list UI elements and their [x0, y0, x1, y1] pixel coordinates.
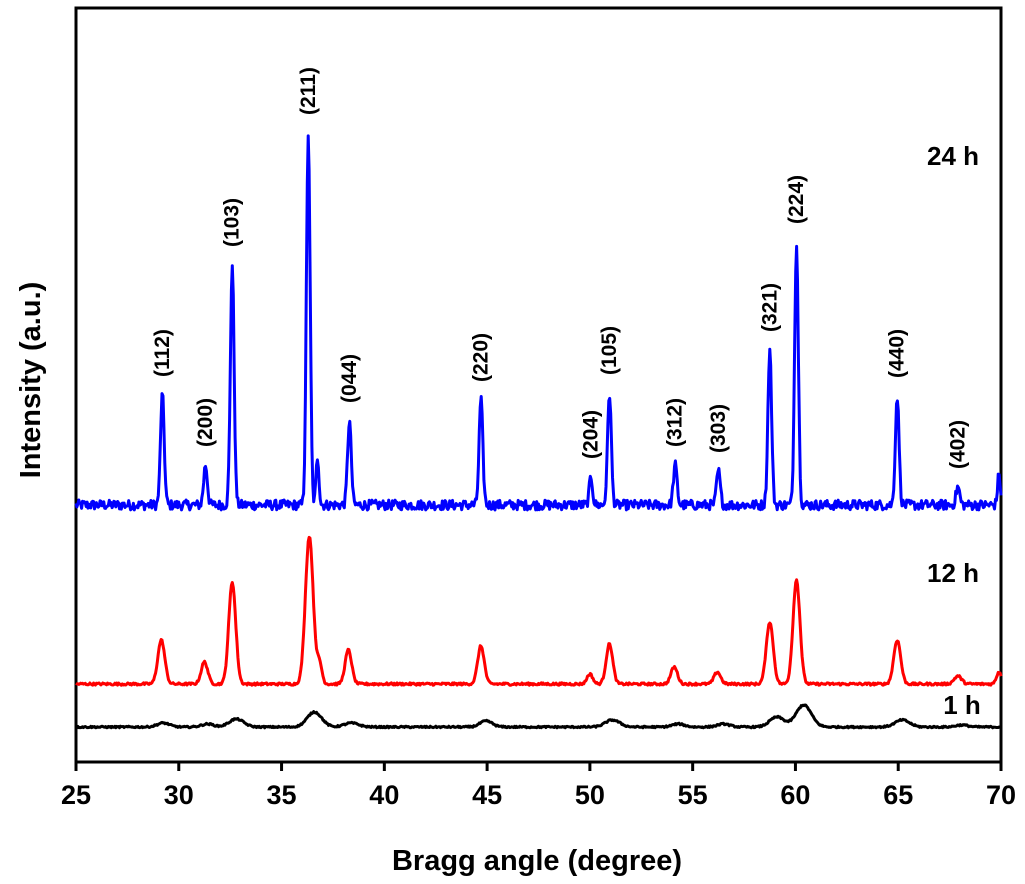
peak-label: (044): [338, 354, 361, 403]
peak-label: (402): [946, 420, 969, 469]
x-tick-label: 30: [164, 780, 194, 810]
series-label: 24 h: [927, 141, 979, 171]
peak-label: (204): [579, 410, 602, 459]
x-ticks: 25 30 35 40 45 50 55 60 65 70: [61, 762, 1016, 810]
peak-labels: (112) (200) (103) (211) (044) (220) (204) (105)…: [151, 67, 969, 469]
x-axis-label: Bragg angle (degree): [392, 845, 682, 877]
peak-label: (220): [469, 333, 492, 382]
x-tick-label: 25: [61, 780, 91, 810]
peak-label: (224): [785, 175, 808, 224]
x-tick-label: 65: [883, 780, 913, 810]
x-tick-label: 50: [575, 780, 605, 810]
peak-label: (321): [758, 283, 781, 332]
series-label: 12 h: [927, 558, 979, 588]
x-tick-label: 45: [472, 780, 502, 810]
x-tick-label: 35: [267, 780, 297, 810]
x-tick-label: 70: [986, 780, 1016, 810]
peak-label: (211): [297, 67, 320, 115]
peak-label: (440): [886, 329, 909, 378]
plot-frame: [74, 6, 1003, 764]
peak-label: (200): [194, 398, 217, 447]
x-tick-label: 55: [678, 780, 708, 810]
peak-label: (105): [598, 326, 621, 375]
peak-label: (312): [664, 398, 687, 447]
peak-label: (103): [221, 198, 244, 247]
plot-border: [74, 6, 1003, 764]
peak-label: (303): [707, 404, 730, 453]
y-axis-label: Intensity (a.u.): [15, 282, 47, 479]
series-line-12h: [75, 535, 1003, 687]
series-line-1h: [75, 703, 1002, 730]
series-line-24h: [74, 134, 1003, 512]
peak-label: (112): [151, 329, 174, 377]
series-labels: 24 h 12 h 1 h: [927, 141, 981, 720]
series-layer: [74, 134, 1003, 730]
x-tick-label: 40: [369, 780, 399, 810]
series-label: 1 h: [943, 690, 981, 720]
x-tick-label: 60: [780, 780, 810, 810]
